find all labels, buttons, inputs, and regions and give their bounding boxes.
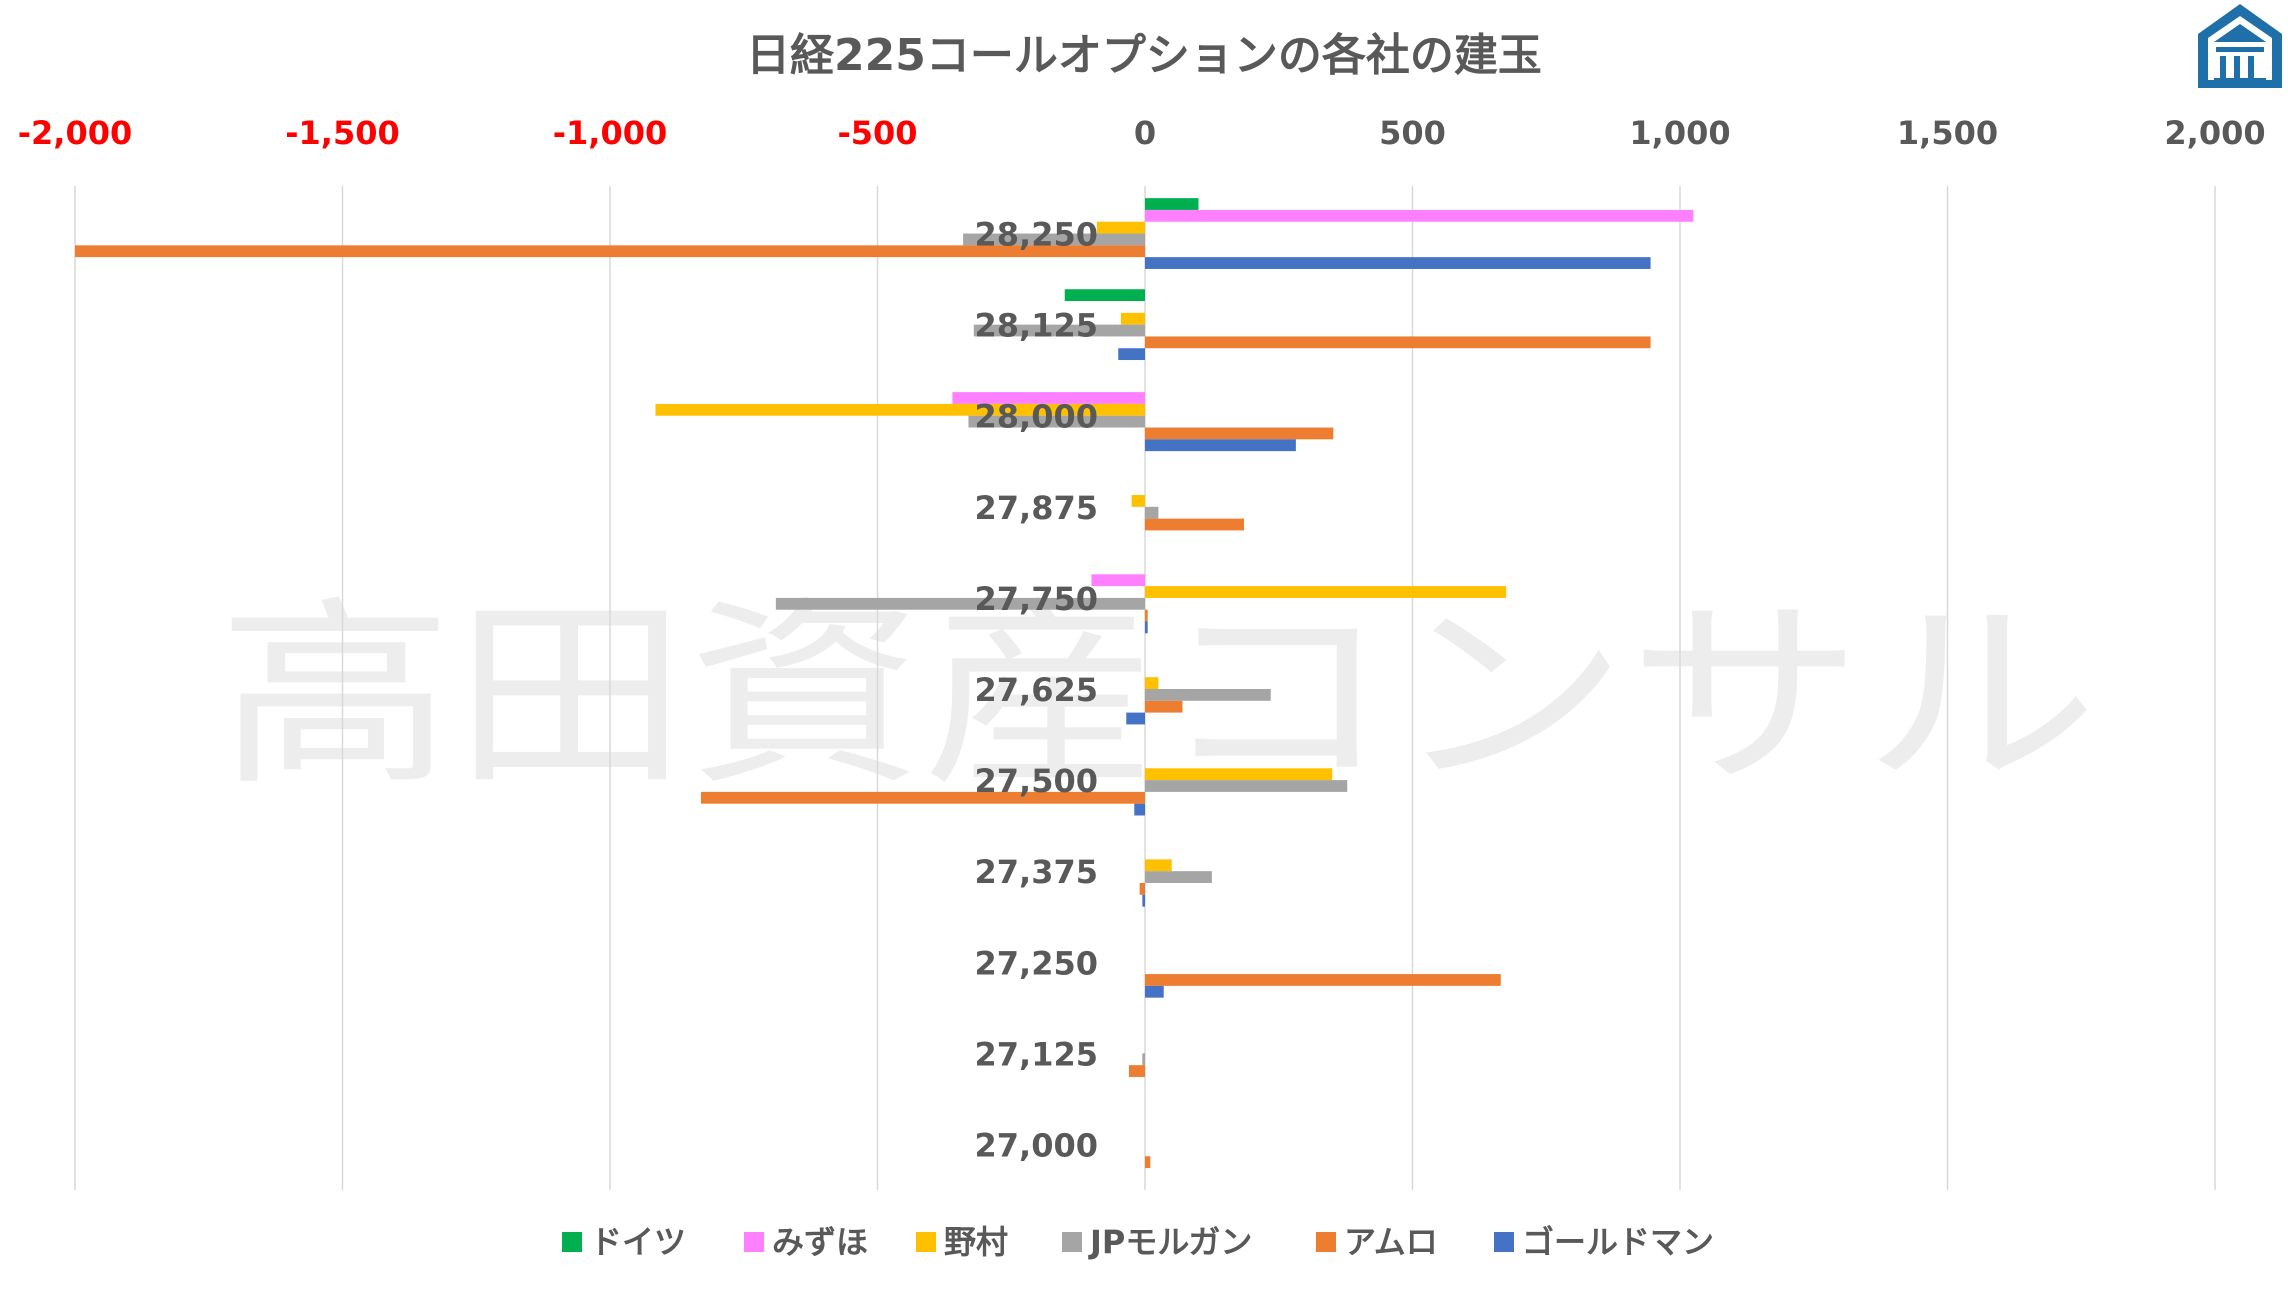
x-tick-label: -1,500 <box>285 114 400 152</box>
category-label: 28,125 <box>975 307 1098 345</box>
legend-label: 野村 <box>944 1223 1008 1261</box>
bar <box>1145 780 1348 792</box>
bar <box>1145 871 1212 883</box>
bar <box>1145 518 1244 531</box>
bar <box>1145 1156 1151 1169</box>
x-tick-labels: -2,000 -1,500 -1,000 -500 0 500 1,000 1,500 2,00… <box>18 114 2266 152</box>
x-tick-label: 500 <box>1379 114 1446 152</box>
bar <box>1091 574 1145 587</box>
x-tick-label: -500 <box>837 114 917 152</box>
x-tick-label: 1,500 <box>1897 114 1998 152</box>
gridlines <box>74 186 2216 1190</box>
bar <box>1145 427 1334 440</box>
bar <box>1131 495 1145 507</box>
category-label: 27,750 <box>975 580 1098 618</box>
x-tick-label: 2,000 <box>2164 114 2265 152</box>
bar <box>75 245 1145 258</box>
x-tick-label: 0 <box>1134 114 1156 152</box>
bar <box>1142 894 1145 907</box>
legend-swatch <box>1494 1232 1514 1252</box>
bar <box>775 597 1145 610</box>
category-label: 27,375 <box>975 853 1098 891</box>
category-label: 27,875 <box>975 489 1098 527</box>
x-tick-label: 1,000 <box>1629 114 1730 152</box>
bars <box>75 198 1694 1169</box>
bar <box>1126 712 1145 725</box>
building-logo-icon <box>2198 4 2282 88</box>
category-label: 27,500 <box>975 762 1098 800</box>
bar <box>700 791 1145 804</box>
category-label: 27,625 <box>975 671 1098 709</box>
x-tick-label: -2,000 <box>18 114 133 152</box>
bar <box>1145 677 1159 689</box>
bar <box>968 415 1145 428</box>
bar <box>1064 289 1145 302</box>
bar <box>1145 621 1148 634</box>
legend-label: ゴールドマン <box>1522 1223 1714 1261</box>
category-label: 27,250 <box>975 944 1098 982</box>
category-labels: 28,250 28,125 28,000 27,875 27,750 27,625 27,5… <box>975 216 1098 1165</box>
chart-title: 日経225コールオプションの各社の建玉 <box>746 30 1542 81</box>
bar <box>1145 586 1507 598</box>
bar <box>1145 439 1296 452</box>
legend-label: アムロ <box>1344 1223 1438 1261</box>
x-tick-label: -1,000 <box>553 114 668 152</box>
bar <box>1145 209 1694 222</box>
category-label: 28,250 <box>975 216 1098 254</box>
bar <box>1145 700 1183 713</box>
bar <box>1145 257 1651 269</box>
legend-swatch <box>744 1232 764 1252</box>
legend-swatch <box>1062 1232 1082 1252</box>
legend-swatch <box>562 1232 582 1252</box>
bar <box>973 324 1145 337</box>
bar <box>1145 768 1333 781</box>
category-label: 27,000 <box>975 1126 1098 1164</box>
bar <box>1120 312 1145 325</box>
bar <box>1139 882 1145 895</box>
legend-label: ドイツ <box>590 1223 686 1261</box>
bar <box>952 392 1145 404</box>
category-label: 28,000 <box>975 398 1098 436</box>
category-label: 27,125 <box>975 1035 1098 1073</box>
bar <box>1128 1065 1145 1077</box>
bar <box>1145 689 1271 701</box>
bar <box>1145 985 1164 998</box>
bar <box>1145 859 1172 872</box>
bar <box>1145 336 1651 349</box>
bar <box>1145 974 1501 986</box>
bar <box>1145 198 1199 210</box>
bar <box>1118 348 1145 361</box>
bar <box>1145 506 1159 519</box>
bar <box>1134 803 1145 816</box>
legend-label: みずほ <box>772 1223 868 1261</box>
bar <box>1145 609 1148 622</box>
bar <box>1096 221 1145 234</box>
bar <box>963 233 1145 246</box>
bar <box>1142 1053 1145 1066</box>
bar <box>655 403 1145 416</box>
legend: ドイツ みずほ 野村 JPモルガン アムロ ゴールドマン <box>562 1223 1714 1261</box>
legend-swatch <box>1316 1232 1336 1252</box>
legend-swatch <box>916 1232 936 1252</box>
legend-label: JPモルガン <box>1088 1223 1252 1261</box>
